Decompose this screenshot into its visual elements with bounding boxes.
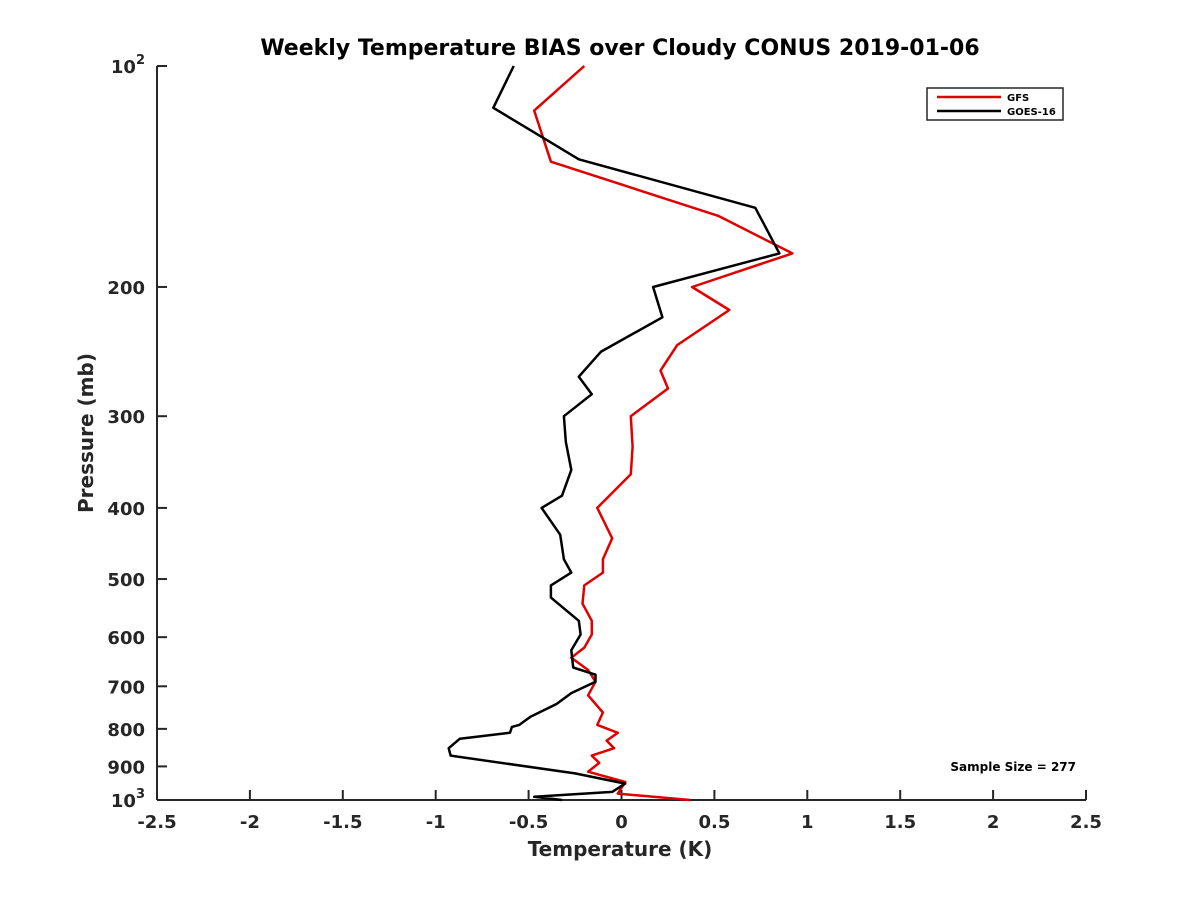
x-tick-label: 1.5: [884, 812, 916, 833]
y-tick-label: 300: [107, 407, 145, 428]
chart-title: Weekly Temperature BIAS over Cloudy CONU…: [260, 36, 979, 61]
axes: -2.5 -2 -1.5 -1 -0.5 0 0.5 1 1.5 2 2.5 102 200 300 400…: [107, 53, 1102, 833]
y-tick-label: 400: [107, 499, 145, 520]
y-tick-label: 900: [107, 757, 145, 778]
y-tick-label: 800: [107, 720, 145, 741]
x-tick-label: 1: [801, 812, 814, 833]
legend-label-goes-16: GOES-16: [1007, 107, 1056, 118]
legend-box: [926, 87, 1064, 121]
x-tick-label: 0: [615, 812, 628, 833]
x-tick-label: -2: [240, 812, 260, 833]
x-tick-label: 2: [987, 812, 1000, 833]
x-tick-label: 0.5: [698, 812, 730, 833]
y-tick-label: 700: [107, 677, 145, 698]
series-layer: [447, 65, 794, 802]
x-tick-label: -2.5: [137, 812, 176, 833]
x-axis-label: Temperature (K): [528, 837, 713, 861]
x-tick-label: 2.5: [1070, 812, 1102, 833]
sample-size-annotation: Sample Size = 277: [950, 760, 1076, 774]
x-tick-label: -0.5: [509, 812, 548, 833]
legend-label-gfs: GFS: [1007, 93, 1029, 104]
y-tick-label: 103: [111, 787, 145, 812]
y-tick-label: 200: [107, 278, 145, 299]
series-line-goes-16: [447, 65, 781, 802]
y-tick-label: 500: [107, 570, 145, 591]
legend: GFS GOES-16: [926, 87, 1064, 121]
y-tick-label: 600: [107, 628, 145, 649]
series-line-gfs: [532, 65, 794, 802]
x-tick-label: -1.5: [323, 812, 362, 833]
y-axis-label: Pressure (mb): [74, 353, 98, 513]
y-tick-label: 102: [111, 53, 145, 78]
x-tick-label: -1: [426, 812, 446, 833]
